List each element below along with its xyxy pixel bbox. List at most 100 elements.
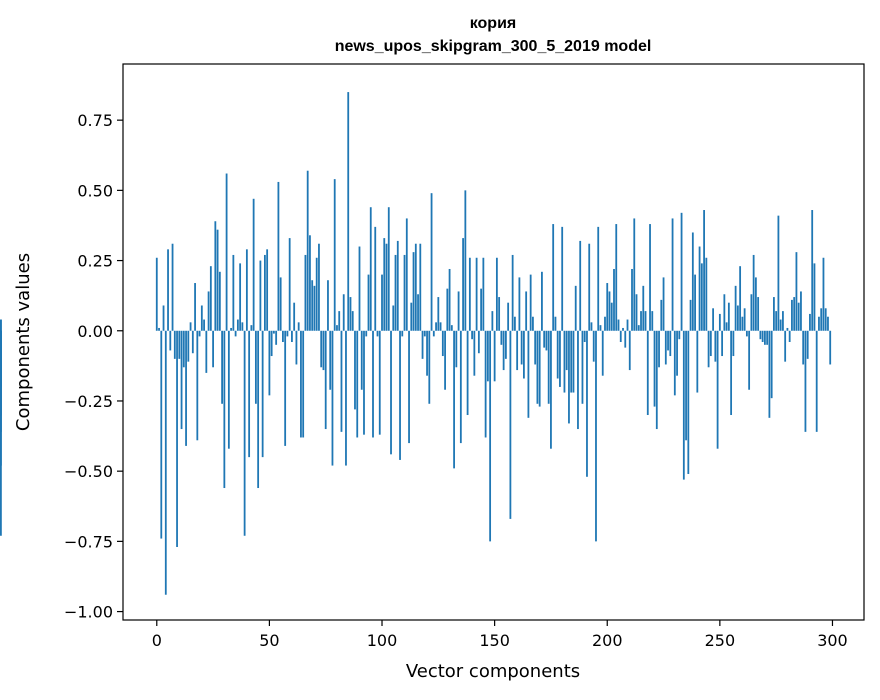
bar: [495, 257, 498, 331]
bar: [635, 294, 638, 331]
bar: [162, 305, 165, 331]
bar: [745, 330, 748, 337]
bar: [340, 330, 343, 432]
bar: [286, 330, 289, 337]
bar: [401, 330, 404, 337]
bar: [631, 268, 633, 331]
bar: [696, 330, 699, 393]
bar: [723, 294, 726, 331]
bar: [171, 243, 174, 331]
bar: [180, 330, 183, 430]
bar: [342, 294, 345, 331]
bar: [538, 330, 541, 407]
y-tick-label: −0.25: [64, 392, 113, 411]
bar: [405, 218, 408, 331]
bar: [423, 330, 426, 337]
bar: [502, 330, 505, 371]
bar: [815, 330, 818, 432]
bar: [610, 302, 613, 331]
bar: [718, 313, 721, 331]
bar: [514, 316, 516, 331]
bar: [554, 316, 557, 331]
bar: [806, 330, 809, 359]
bar: [592, 330, 595, 362]
bar: [200, 305, 203, 331]
x-tick-label: 0: [152, 631, 162, 650]
bar: [687, 330, 690, 474]
bar: [590, 322, 593, 331]
x-tick-label: 150: [479, 631, 510, 650]
bar: [583, 330, 586, 342]
bar: [545, 330, 548, 351]
bar: [189, 322, 192, 331]
bar: [633, 218, 636, 331]
y-axis: −1.00 −0.75 −0.50 −0.25 0.00 0.25 0.50 0.75: [64, 111, 123, 622]
bar: [383, 238, 386, 331]
bar: [164, 330, 167, 595]
bar: [176, 330, 178, 547]
bar: [266, 249, 269, 331]
bar: [275, 330, 278, 345]
bar: [759, 330, 762, 340]
bar: [676, 330, 678, 376]
bar: [410, 302, 413, 331]
bar: [597, 226, 600, 331]
bar: [732, 330, 735, 357]
bar: [430, 193, 433, 331]
bar: [658, 330, 660, 368]
bar: [559, 330, 561, 387]
bar: [412, 252, 415, 331]
bar: [313, 285, 316, 331]
bar: [248, 330, 251, 458]
bar: [628, 330, 631, 371]
bar: [516, 330, 519, 371]
bar: [608, 291, 611, 331]
bar: [588, 243, 591, 331]
bar: [764, 330, 766, 345]
bar: [209, 266, 212, 331]
bar: [185, 330, 187, 446]
bar: [315, 257, 318, 331]
bar: [705, 257, 708, 331]
bar: [295, 330, 298, 365]
bar: [279, 277, 282, 331]
bar: [169, 330, 172, 351]
bar: [239, 263, 242, 331]
bar: [550, 330, 552, 449]
bar: [194, 283, 196, 331]
bar: [367, 274, 370, 331]
bar: [644, 311, 647, 331]
bar: [669, 330, 672, 357]
bar: [414, 243, 417, 331]
bar: [234, 330, 237, 337]
bar: [678, 330, 681, 340]
x-tick-label: 100: [367, 631, 398, 650]
bar: [225, 173, 228, 331]
bar: [387, 207, 390, 331]
bar: [655, 330, 658, 430]
bar: [820, 308, 823, 331]
bar: [624, 330, 627, 348]
y-tick-label: 0.75: [77, 111, 113, 130]
bar: [477, 330, 480, 354]
bar: [691, 232, 694, 331]
bar: [408, 330, 410, 444]
bar: [800, 291, 802, 331]
x-tick-label: 250: [705, 631, 736, 650]
bar-series: [0, 92, 832, 595]
bar: [572, 330, 575, 393]
bar: [552, 224, 555, 331]
bar: [394, 254, 397, 331]
bar: [158, 327, 160, 331]
bar: [646, 330, 649, 416]
bar: [766, 330, 769, 345]
bar: [245, 249, 248, 331]
y-tick-label: 0.50: [77, 181, 113, 200]
bar: [484, 330, 487, 438]
bar: [347, 92, 350, 331]
bar: [500, 330, 503, 345]
bar: [523, 330, 525, 379]
bar: [232, 254, 235, 331]
bar: [570, 330, 573, 393]
